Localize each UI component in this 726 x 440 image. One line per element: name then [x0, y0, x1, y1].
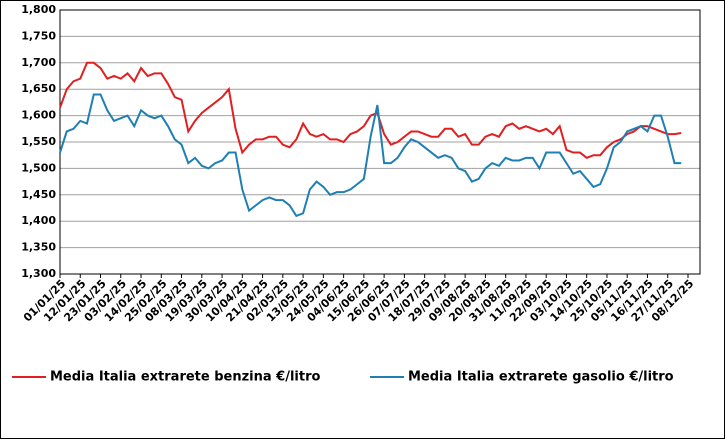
y-tick-label: 1,700 [21, 56, 56, 69]
y-tick-label: 1,650 [21, 82, 56, 95]
y-tick-label: 1,450 [21, 188, 56, 201]
legend-label: Media Italia extrarete benzina €/litro [50, 370, 321, 385]
y-tick-label: 1,500 [21, 161, 56, 174]
y-tick-label: 1,350 [21, 241, 56, 254]
y-tick-label: 1,550 [21, 135, 56, 148]
y-tick-label: 1,800 [21, 3, 56, 16]
y-tick-label: 1,400 [21, 214, 56, 227]
y-tick-label: 1,750 [21, 29, 56, 42]
line-series [59, 61, 682, 159]
plot-frame [59, 9, 701, 275]
legend-label: Media Italia extrarete gasolio €/litro [408, 370, 674, 385]
y-tick-label: 1,300 [21, 267, 56, 280]
y-tick-label: 1,600 [21, 109, 56, 122]
line-series [59, 93, 682, 218]
